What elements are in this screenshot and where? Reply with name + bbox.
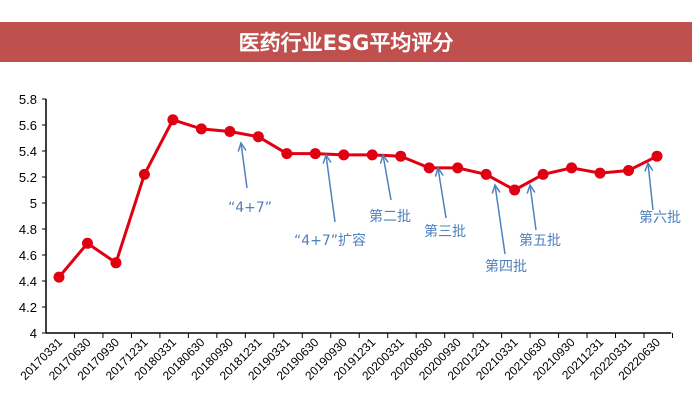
data-point (110, 257, 122, 269)
data-point (338, 149, 350, 161)
annotation-label: “4+7”扩容 (294, 232, 366, 249)
arrowhead-icon (322, 153, 332, 164)
arrowhead-icon (526, 183, 536, 194)
data-point (366, 149, 378, 161)
y-tick-label: 4.2 (19, 300, 37, 315)
data-point (167, 114, 179, 126)
annotation-label: 第六批 (639, 209, 681, 226)
data-point (281, 148, 293, 160)
annotation-label: 第四批 (485, 258, 527, 275)
y-tick-label: 5 (30, 196, 37, 211)
arrowhead-icon (434, 166, 444, 177)
data-point (509, 184, 521, 196)
y-tick-label: 5.2 (19, 170, 37, 185)
data-point (423, 162, 435, 174)
y-tick-label: 4 (30, 326, 37, 341)
chart-title: 医药行业ESG平均评分 (0, 22, 692, 62)
data-point (537, 168, 549, 180)
data-point (195, 123, 207, 135)
y-tick-label: 5.8 (19, 92, 37, 107)
annotation-label: 第三批 (424, 223, 466, 240)
data-point (81, 237, 93, 249)
data-point (480, 168, 492, 180)
arrowhead-icon (644, 161, 654, 172)
annotation-arrow (494, 184, 506, 255)
data-point (224, 126, 236, 137)
data-point (395, 150, 407, 162)
data-point (252, 131, 264, 143)
annotation-label: “4+7” (228, 200, 272, 216)
arrowhead-icon (491, 183, 501, 194)
annotation-arrow (240, 142, 248, 189)
y-tick-label: 5.4 (19, 144, 37, 159)
series-line (57, 117, 658, 279)
annotation-arrow (437, 167, 447, 219)
y-tick-label: 4.4 (19, 274, 37, 289)
arrowhead-icon (237, 141, 247, 152)
annotation-label: 第二批 (369, 208, 411, 225)
data-point (623, 165, 635, 176)
annotation-arrow (325, 154, 336, 223)
y-tick-label: 4.8 (19, 222, 37, 237)
arrowhead-icon (379, 153, 389, 164)
data-point (53, 271, 65, 283)
annotation-arrow (647, 162, 654, 211)
data-point (452, 162, 464, 174)
annotation-arrow (382, 154, 392, 201)
y-tick-label: 5.6 (19, 118, 37, 133)
data-point (138, 168, 150, 180)
y-tick-label: 4.6 (19, 248, 37, 263)
annotation-arrow (529, 184, 537, 231)
data-point (594, 167, 606, 179)
data-point (309, 148, 321, 160)
data-point (566, 162, 578, 174)
annotation-label: 第五批 (519, 232, 561, 249)
data-point (651, 150, 663, 162)
